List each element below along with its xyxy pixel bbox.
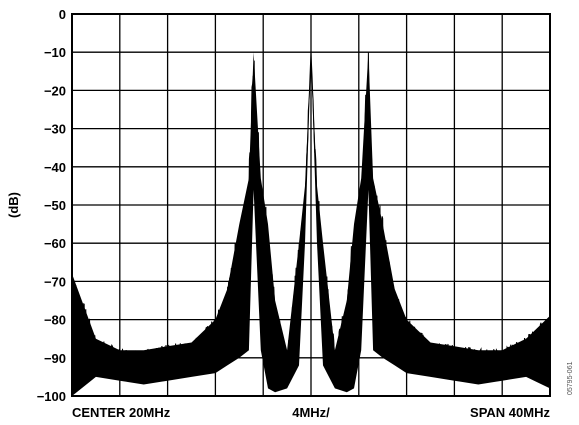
y-tick-label: 0 [59, 7, 66, 22]
y-tick-label: −90 [44, 351, 66, 366]
center-frequency-label: CENTER 20MHz [72, 405, 171, 420]
figure-id: 05795-061 [567, 361, 574, 395]
spectrum-trace [71, 51, 551, 396]
y-tick-label: −30 [44, 122, 66, 137]
y-tick-label: −60 [44, 236, 66, 251]
span-label: SPAN 40MHz [470, 405, 550, 420]
plot-frame [71, 13, 551, 397]
y-tick-label: −100 [37, 389, 66, 404]
y-tick-label: −40 [44, 160, 66, 175]
y-tick-label: −70 [44, 274, 66, 289]
spectrum-line [71, 51, 551, 367]
grid [72, 14, 550, 396]
y-tick-label: −80 [44, 313, 66, 328]
y-tick-label: −50 [44, 198, 66, 213]
scale-per-division-label: 4MHz/ [292, 405, 330, 420]
y-axis-label: (dB) [6, 192, 21, 218]
y-tick-labels: 0 −10 −20 −30 −40 −50 −60 −70 −80 −90 −100 [37, 7, 66, 404]
y-tick-label: −20 [44, 83, 66, 98]
y-tick-label: −10 [44, 45, 66, 60]
